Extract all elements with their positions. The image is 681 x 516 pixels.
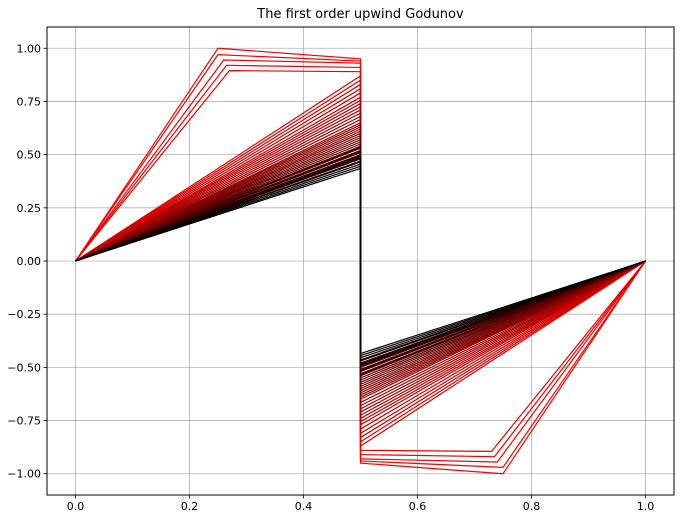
chart-title: The first order upwind Godunov <box>256 7 464 22</box>
y-tick-label: −0.75 <box>7 415 41 428</box>
y-tick-label: 1.00 <box>17 42 42 55</box>
x-tick-label: 0.4 <box>295 500 313 513</box>
tick-layer: 0.0 0.2 0.4 0.6 0.8 1.0 −1.00 −0.75 −0.50 −0.25 0.… <box>7 42 654 513</box>
x-tick-label: 0.8 <box>523 500 541 513</box>
x-tick-label: 0.0 <box>67 500 85 513</box>
y-tick-label: −0.25 <box>7 308 41 321</box>
x-tick-label: 0.6 <box>409 500 427 513</box>
series-line <box>75 167 646 355</box>
series-layer <box>75 47 646 475</box>
y-tick-label: −1.00 <box>7 468 41 481</box>
y-tick-label: 0.00 <box>17 255 42 268</box>
y-tick-label: 0.75 <box>17 95 42 108</box>
y-tick-label: 0.50 <box>17 149 42 162</box>
x-tick-label: 1.0 <box>637 500 655 513</box>
y-tick-label: −0.50 <box>7 361 41 374</box>
x-tick-label: 0.2 <box>181 500 199 513</box>
y-tick-label: 0.25 <box>17 202 42 215</box>
